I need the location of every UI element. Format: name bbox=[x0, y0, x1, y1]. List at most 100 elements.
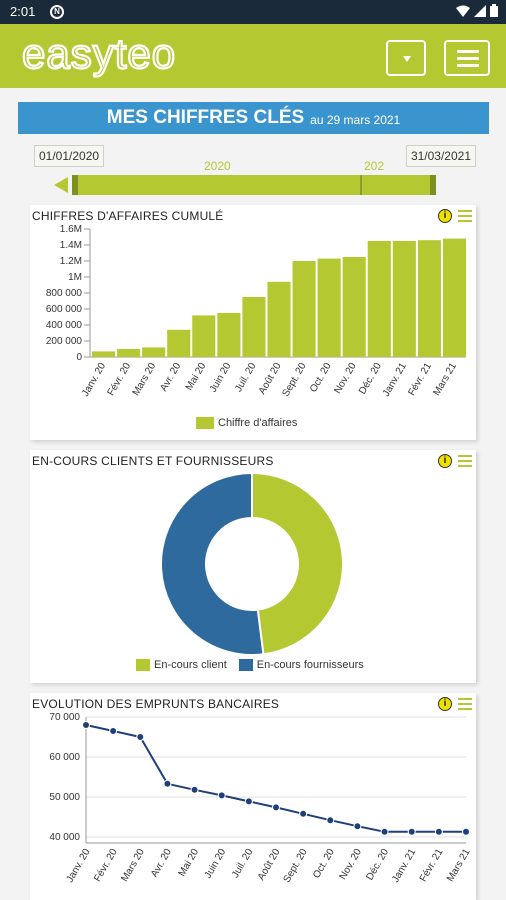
legend-item[interactable]: En-cours client bbox=[136, 659, 227, 671]
status-bar: 2:01 N bbox=[0, 0, 506, 24]
slider-handle-right[interactable] bbox=[430, 175, 436, 195]
x-tick-label: Nov. 20 bbox=[338, 847, 365, 882]
x-tick-label: Févr. 20 bbox=[106, 361, 134, 398]
x-tick-label: Mai 20 bbox=[177, 847, 202, 879]
status-time: 2:01 bbox=[10, 4, 36, 19]
info-icon[interactable]: i bbox=[438, 454, 452, 468]
y-tick-label: 40 000 bbox=[49, 832, 80, 843]
data-point bbox=[217, 791, 226, 800]
info-icon[interactable]: i bbox=[438, 697, 452, 711]
legend-item[interactable]: Chiffre d'affaires bbox=[196, 417, 297, 429]
slider-left-arrow-icon[interactable] bbox=[54, 177, 68, 193]
y-tick-label: 70 000 bbox=[49, 712, 80, 723]
bar bbox=[92, 351, 116, 357]
data-point bbox=[163, 779, 172, 788]
legend-item[interactable]: En-cours fournisseurs bbox=[238, 659, 364, 671]
bar bbox=[192, 315, 216, 357]
year-divider bbox=[360, 175, 362, 195]
donut-slice bbox=[160, 471, 265, 655]
page-title: MES CHIFFRES CLÉS bbox=[106, 107, 305, 128]
receivables-legend[interactable]: En-cours client En-cours fournisseurs bbox=[136, 659, 364, 671]
data-point bbox=[82, 721, 90, 729]
x-tick-label: Oct. 20 bbox=[308, 361, 334, 395]
y-tick-label: 0 bbox=[76, 352, 82, 363]
data-point bbox=[326, 816, 335, 825]
legend-label: En-cours client bbox=[154, 659, 227, 671]
bar bbox=[267, 281, 291, 357]
bar bbox=[417, 240, 441, 357]
info-icon[interactable]: i bbox=[438, 209, 452, 223]
data-point bbox=[136, 733, 145, 741]
bar bbox=[317, 258, 341, 357]
chart-menu-icon[interactable] bbox=[458, 698, 472, 710]
x-tick-label: Janv. 21 bbox=[390, 847, 418, 885]
chart-menu-icon[interactable] bbox=[458, 210, 472, 222]
data-point bbox=[109, 727, 118, 735]
legend-label: En-cours fournisseurs bbox=[256, 659, 364, 671]
end-date[interactable]: 31/03/2021 bbox=[405, 145, 476, 167]
page-title-banner: MES CHIFFRES CLÉS au 29 mars 2021 bbox=[18, 102, 489, 134]
bar bbox=[442, 238, 466, 357]
data-point bbox=[244, 797, 253, 806]
series-line bbox=[85, 724, 466, 833]
data-point bbox=[434, 827, 443, 836]
revenue-legend[interactable]: Chiffre d'affaires bbox=[196, 417, 297, 429]
date-range-slider[interactable]: 01/01/2020 31/03/2021 2020 202 bbox=[30, 145, 476, 197]
bar bbox=[367, 241, 391, 357]
y-tick-label: 1.2M bbox=[60, 256, 82, 267]
data-point bbox=[407, 827, 416, 836]
donut-slice bbox=[251, 471, 344, 655]
data-point bbox=[299, 809, 308, 818]
wifi-icon bbox=[456, 5, 470, 17]
x-tick-label: Nov. 20 bbox=[332, 361, 359, 396]
legend-label: Chiffre d'affaires bbox=[218, 417, 298, 429]
x-tick-label: Mars 21 bbox=[445, 847, 473, 884]
page-subtitle: au 29 mars 2021 bbox=[310, 113, 401, 127]
x-tick-label: Juil. 20 bbox=[233, 361, 259, 394]
y-tick-label: 1.4M bbox=[60, 240, 82, 251]
bar bbox=[292, 261, 316, 357]
receivables-chart-title: EN-COURS CLIENTS ET FOURNISSEURS bbox=[32, 454, 274, 468]
hamburger-menu-button[interactable] bbox=[444, 40, 490, 76]
slider-track[interactable] bbox=[72, 175, 434, 195]
x-tick-label: Mars 20 bbox=[131, 361, 159, 398]
bar bbox=[242, 297, 266, 357]
segment-label-2021: 202 bbox=[364, 159, 385, 173]
x-tick-label: Sept. 20 bbox=[282, 847, 310, 885]
loans-chart-card: EVOLUTION DES EMPRUNTS BANCAIRES i 40 00… bbox=[30, 693, 476, 900]
bar bbox=[167, 329, 191, 357]
start-date[interactable]: 01/01/2020 bbox=[34, 145, 105, 167]
y-tick-label: 800 000 bbox=[46, 288, 83, 299]
x-tick-label: Mai 20 bbox=[184, 361, 209, 393]
y-tick-label: 1.6M bbox=[60, 224, 82, 235]
data-point bbox=[353, 822, 362, 831]
app-header: easyteo bbox=[0, 24, 506, 88]
hamburger-line bbox=[457, 64, 479, 67]
loans-chart-title: EVOLUTION DES EMPRUNTS BANCAIRES bbox=[32, 697, 280, 711]
slider-handle-left[interactable] bbox=[72, 175, 78, 195]
x-tick-label: Juin 20 bbox=[208, 361, 234, 395]
x-tick-label: Janv. 21 bbox=[381, 361, 409, 399]
y-tick-label: 50 000 bbox=[49, 792, 80, 803]
x-tick-label: Juin 20 bbox=[203, 847, 229, 881]
battery-icon bbox=[490, 4, 498, 17]
bar bbox=[117, 349, 141, 357]
notification-icon: N bbox=[50, 5, 64, 19]
revenue-chart-title: CHIFFRES D'AFFAIRES CUMULÉ bbox=[32, 209, 224, 223]
signal-icon bbox=[474, 4, 486, 17]
data-point bbox=[272, 803, 280, 812]
dropdown-button[interactable] bbox=[386, 40, 426, 76]
x-tick-label: Août 20 bbox=[256, 847, 283, 883]
x-tick-label: Déc. 20 bbox=[364, 847, 391, 883]
x-tick-label: Mars 21 bbox=[431, 361, 459, 398]
x-tick-label: Déc. 20 bbox=[357, 361, 384, 397]
x-tick-label: Avr. 20 bbox=[149, 847, 174, 880]
dropdown-icon bbox=[403, 56, 411, 62]
x-tick-label: Août 20 bbox=[257, 361, 284, 397]
bar bbox=[342, 257, 366, 357]
bar bbox=[217, 313, 241, 357]
x-tick-label: Sept. 20 bbox=[281, 361, 309, 399]
receivables-chart-card: EN-COURS CLIENTS ET FOURNISSEURS i En-co… bbox=[30, 450, 476, 683]
hamburger-line bbox=[457, 57, 479, 60]
chart-menu-icon[interactable] bbox=[458, 455, 472, 467]
